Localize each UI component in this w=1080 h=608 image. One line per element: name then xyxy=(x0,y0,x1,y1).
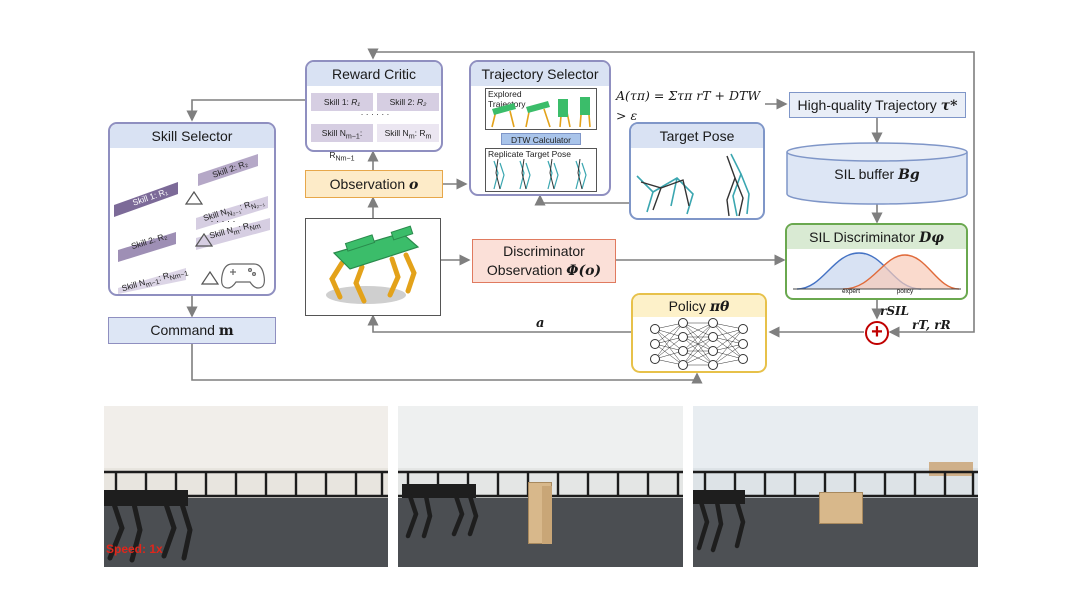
distribution-curves-graphic xyxy=(793,252,961,290)
disc-observation-line1: Discriminator xyxy=(503,243,585,259)
skill-selector-dots: · · · · · xyxy=(210,216,236,226)
command-box: Command m xyxy=(108,317,276,344)
dtw-calculator-box: DTW Calculator xyxy=(501,133,581,145)
r-sil-label: rSIL xyxy=(880,304,910,318)
skill-tree-graphic xyxy=(114,154,270,294)
advantage-formula: A(τπ) = Στπ rT + DTW > ε xyxy=(616,86,766,123)
observation-box: Observation o xyxy=(305,170,443,198)
policy-dist-label: policy xyxy=(896,288,914,295)
skill-selector-panel: Skill Selector Skill 1: R₁ Skill 2: R₂ S… xyxy=(108,122,276,296)
disc-observation-symbol: Φ(o) xyxy=(566,263,602,279)
reward-critic-item-3: Skill Nm−1: RNm−1 xyxy=(311,124,373,162)
target-pose-graphic xyxy=(636,153,750,217)
high-quality-label: High-quality Trajectory xyxy=(797,97,941,113)
reward-critic-dots: · · · · · · xyxy=(360,109,390,119)
sil-discriminator-symbol: Dφ xyxy=(919,230,944,246)
speed-caption: Speed: 1x xyxy=(106,542,163,556)
reward-critic-item-2: Skill 2: R₂ xyxy=(377,93,439,111)
advantage-formula-text: A(τπ) = Στπ rT + DTW > ε xyxy=(616,88,761,123)
sil-buffer-symbol: Bg xyxy=(898,167,920,183)
high-quality-trajectory-box: High-quality Trajectory τ* xyxy=(789,92,966,118)
gamepad-icon xyxy=(221,263,265,289)
expert-label: expert xyxy=(841,288,861,295)
replicate-poses-graphic xyxy=(493,159,587,190)
reward-critic-panel: Reward Critic Skill 1: R₁ Skill 2: R₂ · … xyxy=(305,60,443,162)
photo-frame-3 xyxy=(693,406,978,567)
command-symbol: m xyxy=(218,323,234,339)
robot-dog-icon-2 xyxy=(402,484,479,539)
reward-critic-item-4: Skill Nm: Rm xyxy=(377,124,439,142)
replicate-target-pose-box: Replicate Target Pose xyxy=(485,148,597,192)
skill-selector-title: Skill Selector xyxy=(110,124,274,148)
robot-dog-icon xyxy=(104,490,193,563)
explored-poses-graphic xyxy=(491,97,591,128)
sil-discriminator-title: SIL Discriminator Dφ xyxy=(787,225,966,249)
target-pose-panel: Target Pose xyxy=(629,122,765,220)
policy-symbol: πθ xyxy=(709,299,730,315)
observation-symbol: o xyxy=(409,177,419,193)
discriminator-observation-box: Discriminator Observation Φ(o) xyxy=(472,239,616,283)
policy-panel: Policy πθ xyxy=(631,293,767,373)
policy-title: Policy πθ xyxy=(633,295,765,317)
neural-network-icon xyxy=(650,318,748,370)
action-label: a xyxy=(536,316,545,331)
command-label: Command xyxy=(150,322,219,338)
photo-frame-1: Speed: 1x xyxy=(104,406,388,567)
explored-trajectory-box: Explored Trajectory xyxy=(485,88,597,130)
trajectory-selector-panel: Trajectory Selector Explored Trajectory … xyxy=(469,60,611,196)
reward-critic-item-1: Skill 1: R₁ xyxy=(311,93,373,111)
sum-plus-icon: + xyxy=(865,321,889,345)
sil-buffer-label: SIL buffer Bg xyxy=(834,166,920,183)
photo-frame-2 xyxy=(398,406,683,567)
disc-observation-line2: Observation Φ(o) xyxy=(486,262,602,279)
sil-buffer-cylinder xyxy=(786,142,968,205)
r-t-r-label: rT, rR xyxy=(912,318,951,332)
robot-render xyxy=(305,218,441,316)
reward-critic-title: Reward Critic xyxy=(307,62,441,86)
cardboard-box-obstacle-3 xyxy=(819,492,863,524)
robot-icon xyxy=(326,225,420,304)
high-quality-symbol: τ* xyxy=(940,98,958,114)
target-pose-title: Target Pose xyxy=(631,124,763,148)
robot-dog-icon-3 xyxy=(693,490,746,553)
observation-label: Observation xyxy=(329,176,410,192)
cardboard-box-side xyxy=(542,486,552,544)
trajectory-selector-title: Trajectory Selector xyxy=(471,62,609,86)
replicate-target-pose-label: Replicate Target Pose xyxy=(488,149,572,159)
explored-trajectory-label: Explored Trajectory xyxy=(488,89,526,109)
sil-discriminator-panel: SIL Discriminator Dφ expert policy xyxy=(785,223,968,300)
fence-graphic-3 xyxy=(693,470,978,498)
